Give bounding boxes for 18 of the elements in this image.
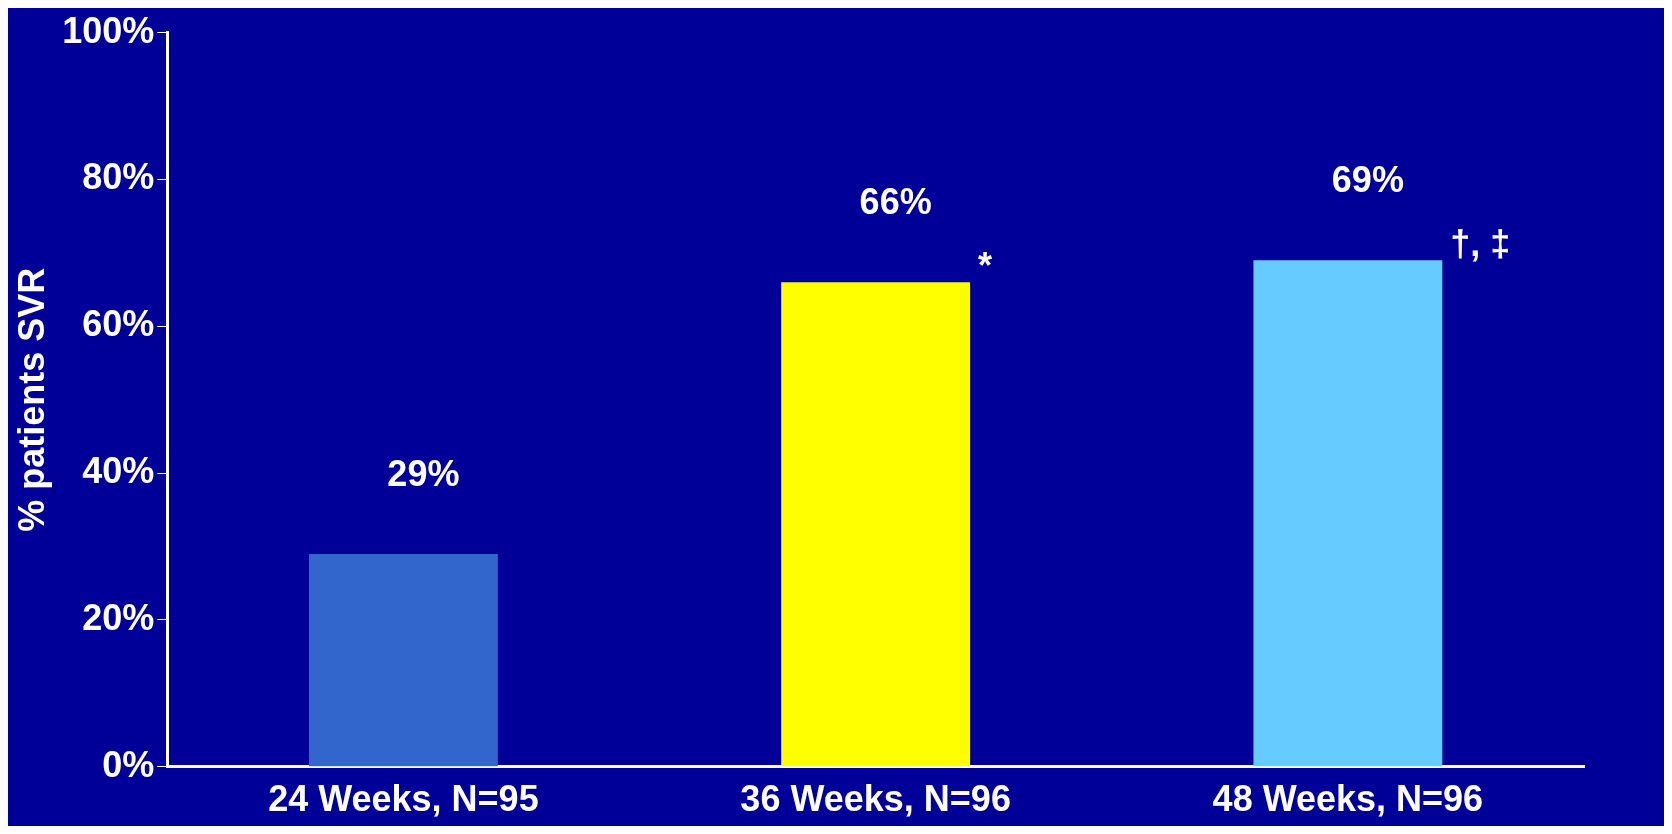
data-label: 66% bbox=[859, 181, 932, 223]
y-tick-label: 60% bbox=[82, 303, 155, 345]
annotation: †, ‡ bbox=[1450, 223, 1511, 265]
data-label: 69% bbox=[1331, 159, 1404, 201]
bar bbox=[308, 553, 498, 767]
y-tick-label: 0% bbox=[102, 743, 155, 785]
bar bbox=[1253, 260, 1443, 767]
y-tick-label: 20% bbox=[82, 596, 155, 638]
y-tick-label: 80% bbox=[82, 156, 155, 198]
data-label: 29% bbox=[387, 452, 460, 494]
x-tick-label: 24 Weeks, N=95 bbox=[268, 778, 539, 820]
y-axis-title: % patients SVR bbox=[10, 267, 52, 532]
x-tick-label: 36 Weeks, N=96 bbox=[740, 778, 1011, 820]
y-tick-label: 40% bbox=[82, 450, 155, 492]
x-tick-label: 48 Weeks, N=96 bbox=[1212, 778, 1484, 820]
annotation: * bbox=[978, 245, 993, 287]
y-tick-label: 100% bbox=[62, 9, 155, 51]
bar bbox=[781, 282, 971, 767]
